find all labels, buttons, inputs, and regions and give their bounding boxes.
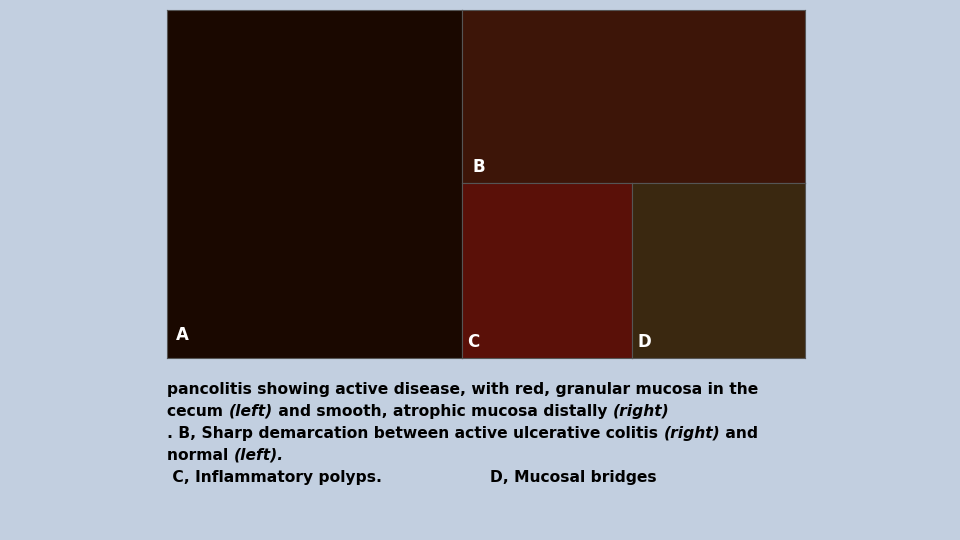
Text: (right): (right)	[663, 426, 720, 441]
Text: normal: normal	[167, 448, 233, 463]
Text: and: and	[720, 426, 758, 441]
Text: pancolitis showing active disease, with red, granular mucosa in the: pancolitis showing active disease, with …	[167, 382, 758, 397]
Text: C: C	[468, 333, 479, 351]
Text: C, Inflammatory polyps.: C, Inflammatory polyps.	[167, 470, 382, 485]
Text: (left).: (left).	[233, 448, 284, 463]
Text: cecum: cecum	[167, 404, 228, 419]
Text: D: D	[637, 333, 651, 351]
Text: (left): (left)	[228, 404, 273, 419]
Text: . B, Sharp demarcation between active ulcerative colitis: . B, Sharp demarcation between active ul…	[167, 426, 663, 441]
Text: A: A	[176, 326, 189, 344]
Text: B: B	[472, 158, 485, 176]
Text: (right): (right)	[612, 404, 669, 419]
Text: and smooth, atrophic mucosa distally: and smooth, atrophic mucosa distally	[273, 404, 612, 419]
Text: D, Mucosal bridges: D, Mucosal bridges	[490, 470, 657, 485]
